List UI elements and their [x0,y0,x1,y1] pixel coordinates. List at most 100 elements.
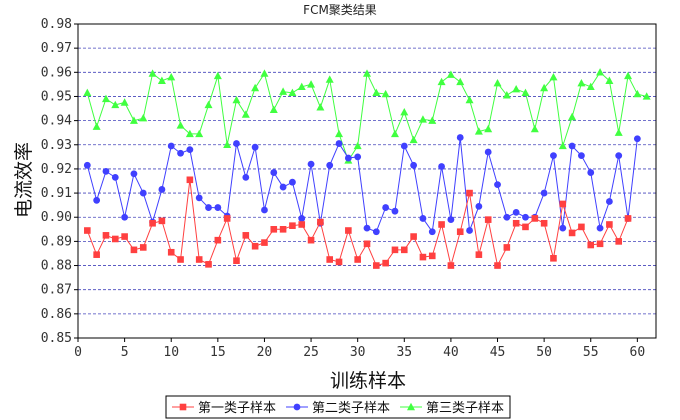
series-3-point [558,141,567,150]
y-axis-label: 电流效率 [13,142,35,218]
series-2-point [503,213,511,221]
x-tick-label: 35 [396,345,412,360]
x-tick-label: 10 [163,345,179,360]
series-2-point [270,169,278,176]
y-tick-label: 0.90 [41,210,72,225]
series-1-point [317,218,324,226]
series-3-point [418,115,427,123]
series-3-point [549,72,558,81]
series-1-point [400,246,408,254]
x-tick-label: 0 [74,345,82,360]
series-3-point [176,121,185,129]
series-1-point [382,259,389,267]
series-1-point [428,252,436,260]
series-3-point [157,76,166,84]
series-1-point [242,232,250,239]
series-3-point [390,129,399,138]
series-3-point [111,100,120,109]
series-2-point [111,173,119,181]
x-tick-label: 40 [443,345,459,360]
series-3-point [120,98,129,106]
series-1-point [363,240,371,248]
series-2 [83,134,641,236]
series-2-point [540,189,548,197]
y-tick-label: 0.94 [41,114,72,129]
series-1-point [307,236,315,244]
x-tick-label: 15 [210,345,226,360]
series-3-point [521,88,530,97]
series-2-point [344,154,352,162]
series-1-point [195,256,203,263]
series-2-point [205,204,212,211]
series-2-point [261,206,268,214]
series-2-point [568,142,576,150]
series-3-point [381,89,390,98]
x-tick-label: 55 [583,345,599,360]
series-1-point [298,221,306,228]
series-2-point [512,209,520,216]
series-1-point [550,254,557,262]
series-1-point [111,235,119,243]
series-group [83,68,651,269]
grid-lines [78,47,656,315]
legend-swatch-marker [179,403,187,411]
series-2-point [428,228,436,236]
series-3-point [624,71,633,80]
series-2-point [139,189,147,197]
series-3-point [456,77,465,86]
series-3-point [204,100,213,109]
series-2-point [326,161,334,169]
series-2-point [550,152,557,160]
chart-title: FCM聚类结果 [303,3,377,17]
series-2-point [121,213,129,221]
series-1-point [121,233,128,240]
y-tick-label: 0.97 [41,41,72,56]
series-3-point [269,105,278,113]
series-3-point [83,88,92,97]
x-tick-label: 20 [257,345,273,360]
series-3-point [213,71,222,80]
series-3-point [484,124,493,133]
series-1-point [251,242,259,250]
series-2-point [372,228,380,236]
series-2-point [251,143,259,151]
series-2-point [233,140,240,147]
series-3-point [307,80,316,88]
legend: 第一类子样本 第二类子样本 第三类子样本 [165,395,511,419]
series-3-point [195,129,204,138]
series-1-point [354,256,361,263]
series-3-point [568,112,577,121]
series-1 [84,176,632,269]
series-2-point [83,161,91,169]
series-3-point [251,83,260,92]
series-3-point [279,87,288,95]
series-2-point [214,204,222,211]
series-1-point [615,238,623,245]
series-1-point [214,236,222,244]
series-3-point [92,122,101,130]
series-1-point [158,217,166,225]
series-2-point [419,215,427,222]
series-2-point [475,202,483,210]
series-3-point [446,70,455,78]
series-1-point [587,241,595,249]
series-2-point [298,215,306,222]
series-3-point [139,114,148,122]
series-3-point [148,69,157,77]
legend-label: 第一类子样本 [198,401,276,416]
series-3-point [129,116,138,124]
series-1-point [624,215,632,222]
x-tick-label: 5 [121,345,129,360]
series-2-point [335,140,343,147]
series-1-point [93,251,100,258]
series-1-point [531,215,539,222]
series-1-point [568,229,576,237]
series-3-point [335,129,344,138]
legend-swatch-marker [407,402,415,411]
series-3-point [465,95,474,104]
series-1-point [410,233,417,240]
series-1-point [466,189,473,197]
series-1-point [149,219,156,227]
series-2-point [102,167,110,175]
series-2-point [307,160,315,168]
